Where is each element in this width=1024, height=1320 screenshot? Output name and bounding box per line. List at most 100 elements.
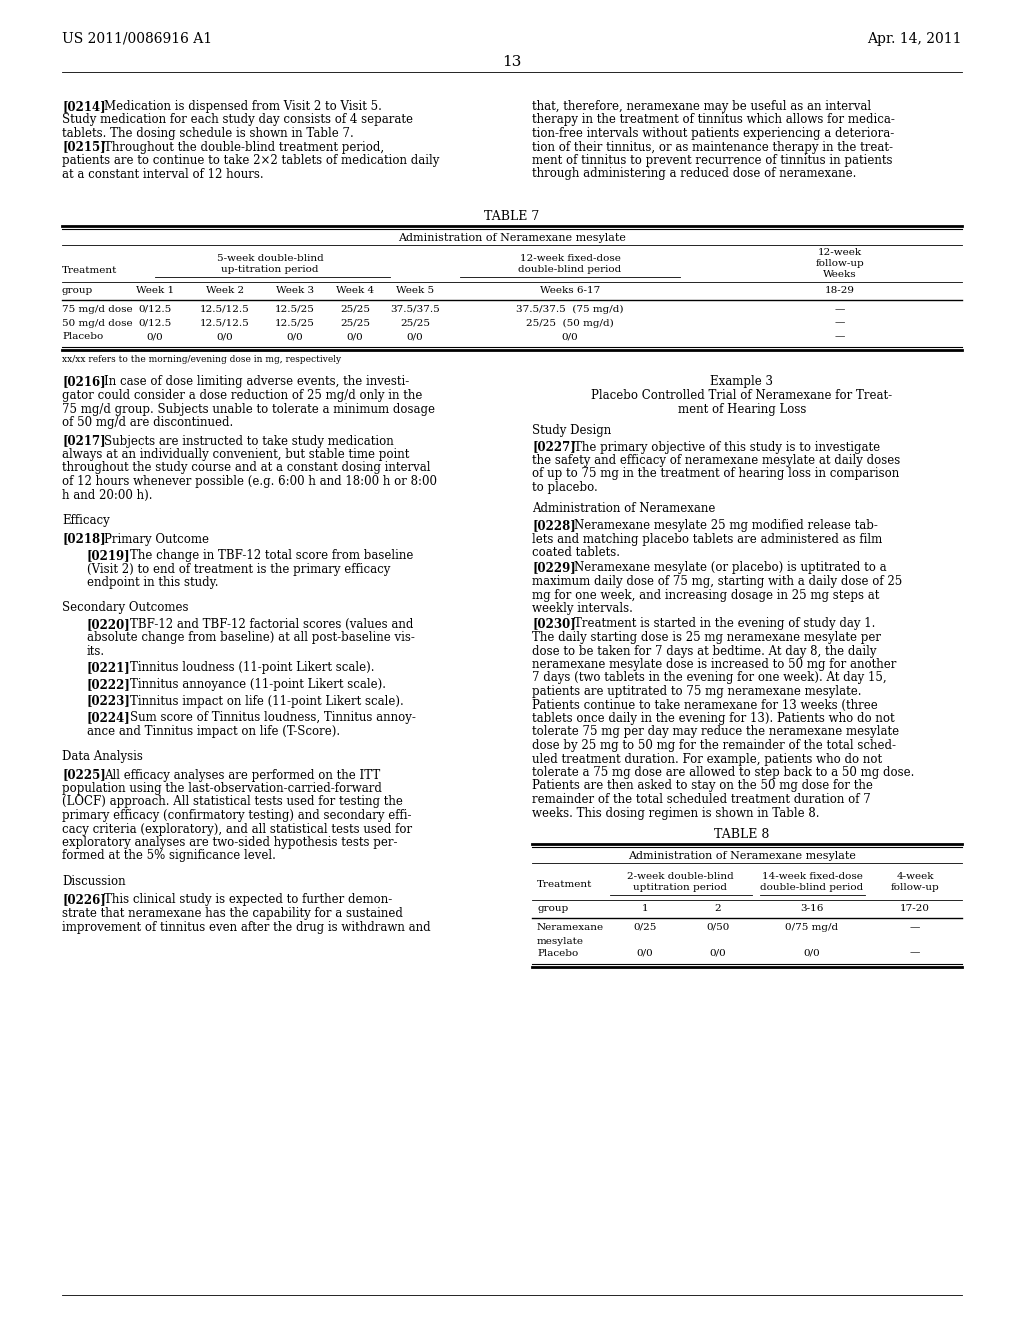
Text: [0221]: [0221]: [87, 661, 131, 675]
Text: Treatment: Treatment: [537, 880, 592, 888]
Text: [0218]: [0218]: [62, 532, 105, 545]
Text: Discussion: Discussion: [62, 875, 126, 888]
Text: [0220]: [0220]: [87, 618, 131, 631]
Text: 0/12.5: 0/12.5: [138, 318, 172, 327]
Text: Administration of Neramexane: Administration of Neramexane: [532, 503, 716, 516]
Text: Weeks 6-17: Weeks 6-17: [540, 286, 600, 294]
Text: TABLE 7: TABLE 7: [484, 210, 540, 223]
Text: maximum daily dose of 75 mg, starting with a daily dose of 25: maximum daily dose of 75 mg, starting wi…: [532, 576, 902, 587]
Text: (Visit 2) to end of treatment is the primary efficacy: (Visit 2) to end of treatment is the pri…: [87, 562, 390, 576]
Text: that, therefore, neramexane may be useful as an interval: that, therefore, neramexane may be usefu…: [532, 100, 871, 114]
Text: strate that neramexane has the capability for a sustained: strate that neramexane has the capabilit…: [62, 907, 402, 920]
Text: patients are uptitrated to 75 mg neramexane mesylate.: patients are uptitrated to 75 mg neramex…: [532, 685, 861, 698]
Text: [0219]: [0219]: [87, 549, 131, 562]
Text: [0215]: [0215]: [62, 140, 105, 153]
Text: 2-week double-blind: 2-week double-blind: [627, 873, 733, 880]
Text: 12-week: 12-week: [818, 248, 862, 257]
Text: TBF-12 and TBF-12 factorial scores (values and: TBF-12 and TBF-12 factorial scores (valu…: [130, 618, 414, 631]
Text: Week 3: Week 3: [275, 286, 314, 294]
Text: Secondary Outcomes: Secondary Outcomes: [62, 602, 188, 615]
Text: improvement of tinnitus even after the drug is withdrawn and: improvement of tinnitus even after the d…: [62, 920, 431, 933]
Text: endpoint in this study.: endpoint in this study.: [87, 576, 218, 589]
Text: tablets once daily in the evening for 13). Patients who do not: tablets once daily in the evening for 13…: [532, 711, 895, 725]
Text: at a constant interval of 12 hours.: at a constant interval of 12 hours.: [62, 168, 263, 181]
Text: xx/xx refers to the morning/evening dose in mg, respectively: xx/xx refers to the morning/evening dose…: [62, 355, 341, 363]
Text: 0/0: 0/0: [287, 333, 303, 341]
Text: —: —: [835, 333, 845, 341]
Text: uled treatment duration. For example, patients who do not: uled treatment duration. For example, pa…: [532, 752, 882, 766]
Text: therapy in the treatment of tinnitus which allows for medica-: therapy in the treatment of tinnitus whi…: [532, 114, 895, 127]
Text: Week 5: Week 5: [396, 286, 434, 294]
Text: double-blind period: double-blind period: [518, 265, 622, 275]
Text: uptitration period: uptitration period: [633, 883, 727, 892]
Text: 13: 13: [503, 55, 521, 69]
Text: 25/25: 25/25: [400, 318, 430, 327]
Text: ment of tinnitus to prevent recurrence of tinnitus in patients: ment of tinnitus to prevent recurrence o…: [532, 154, 893, 168]
Text: 75 mg/d dose: 75 mg/d dose: [62, 305, 133, 314]
Text: Neramexane mesylate (or placebo) is uptitrated to a: Neramexane mesylate (or placebo) is upti…: [574, 561, 887, 574]
Text: tolerate 75 mg per day may reduce the neramexane mesylate: tolerate 75 mg per day may reduce the ne…: [532, 726, 899, 738]
Text: up-titration period: up-titration period: [221, 265, 318, 275]
Text: (LOCF) approach. All statistical tests used for testing the: (LOCF) approach. All statistical tests u…: [62, 796, 402, 808]
Text: —: —: [835, 305, 845, 314]
Text: The primary objective of this study is to investigate: The primary objective of this study is t…: [574, 441, 880, 454]
Text: 37.5/37.5  (75 mg/d): 37.5/37.5 (75 mg/d): [516, 305, 624, 314]
Text: to placebo.: to placebo.: [532, 480, 598, 494]
Text: 12-week fixed-dose: 12-week fixed-dose: [519, 253, 621, 263]
Text: 0/0: 0/0: [561, 333, 579, 341]
Text: Placebo: Placebo: [537, 949, 579, 957]
Text: weeks. This dosing regimen is shown in Table 8.: weeks. This dosing regimen is shown in T…: [532, 807, 819, 820]
Text: Patients continue to take neramexane for 13 weeks (three: Patients continue to take neramexane for…: [532, 698, 878, 711]
Text: Data Analysis: Data Analysis: [62, 750, 143, 763]
Text: [0223]: [0223]: [87, 694, 131, 708]
Text: tion-free intervals without patients experiencing a deteriora-: tion-free intervals without patients exp…: [532, 127, 894, 140]
Text: group: group: [62, 286, 93, 294]
Text: TABLE 8: TABLE 8: [715, 828, 770, 841]
Text: [0217]: [0217]: [62, 434, 105, 447]
Text: 2: 2: [715, 904, 721, 913]
Text: remainder of the total scheduled treatment duration of 7: remainder of the total scheduled treatme…: [532, 793, 870, 807]
Text: Throughout the double-blind treatment period,: Throughout the double-blind treatment pe…: [104, 140, 384, 153]
Text: throughout the study course and at a constant dosing interval: throughout the study course and at a con…: [62, 462, 430, 474]
Text: Administration of Neramexane mesylate: Administration of Neramexane mesylate: [398, 234, 626, 243]
Text: [0225]: [0225]: [62, 768, 105, 781]
Text: Tinnitus annoyance (11-point Likert scale).: Tinnitus annoyance (11-point Likert scal…: [130, 678, 386, 690]
Text: of 50 mg/d are discontinued.: of 50 mg/d are discontinued.: [62, 416, 233, 429]
Text: 25/25  (50 mg/d): 25/25 (50 mg/d): [526, 318, 613, 327]
Text: —: —: [835, 318, 845, 327]
Text: of up to 75 mg in the treatment of hearing loss in comparison: of up to 75 mg in the treatment of heari…: [532, 467, 899, 480]
Text: 0/0: 0/0: [407, 333, 423, 341]
Text: through administering a reduced dose of neramexane.: through administering a reduced dose of …: [532, 168, 856, 181]
Text: Efficacy: Efficacy: [62, 513, 110, 527]
Text: ment of Hearing Loss: ment of Hearing Loss: [678, 403, 806, 416]
Text: 0/12.5: 0/12.5: [138, 305, 172, 314]
Text: group: group: [537, 904, 568, 913]
Text: always at an individually convenient, but stable time point: always at an individually convenient, bu…: [62, 447, 410, 461]
Text: 0/0: 0/0: [217, 333, 233, 341]
Text: population using the last-observation-carried-forward: population using the last-observation-ca…: [62, 781, 382, 795]
Text: exploratory analyses are two-sided hypothesis tests per-: exploratory analyses are two-sided hypot…: [62, 836, 397, 849]
Text: its.: its.: [87, 645, 105, 657]
Text: [0216]: [0216]: [62, 375, 105, 388]
Text: h and 20:00 h).: h and 20:00 h).: [62, 488, 153, 502]
Text: mg for one week, and increasing dosage in 25 mg steps at: mg for one week, and increasing dosage i…: [532, 589, 880, 602]
Text: 37.5/37.5: 37.5/37.5: [390, 305, 440, 314]
Text: of 12 hours whenever possible (e.g. 6:00 h and 18:00 h or 8:00: of 12 hours whenever possible (e.g. 6:00…: [62, 475, 437, 488]
Text: patients are to continue to take 2×2 tablets of medication daily: patients are to continue to take 2×2 tab…: [62, 154, 439, 168]
Text: 17-20: 17-20: [900, 904, 930, 913]
Text: Tinnitus impact on life (11-point Likert scale).: Tinnitus impact on life (11-point Likert…: [130, 694, 403, 708]
Text: [0230]: [0230]: [532, 618, 575, 631]
Text: 0/0: 0/0: [146, 333, 164, 341]
Text: Study Design: Study Design: [532, 424, 611, 437]
Text: 25/25: 25/25: [340, 318, 370, 327]
Text: ance and Tinnitus impact on life (T-Score).: ance and Tinnitus impact on life (T-Scor…: [87, 725, 340, 738]
Text: [0226]: [0226]: [62, 894, 105, 907]
Text: [0224]: [0224]: [87, 711, 131, 723]
Text: Primary Outcome: Primary Outcome: [104, 532, 209, 545]
Text: tolerate a 75 mg dose are allowed to step back to a 50 mg dose.: tolerate a 75 mg dose are allowed to ste…: [532, 766, 914, 779]
Text: 50 mg/d dose: 50 mg/d dose: [62, 318, 133, 327]
Text: absolute change from baseline) at all post-baseline vis-: absolute change from baseline) at all po…: [87, 631, 415, 644]
Text: —: —: [909, 949, 921, 957]
Text: primary efficacy (confirmatory testing) and secondary effi-: primary efficacy (confirmatory testing) …: [62, 809, 412, 822]
Text: This clinical study is expected to further demon-: This clinical study is expected to furth…: [104, 894, 392, 907]
